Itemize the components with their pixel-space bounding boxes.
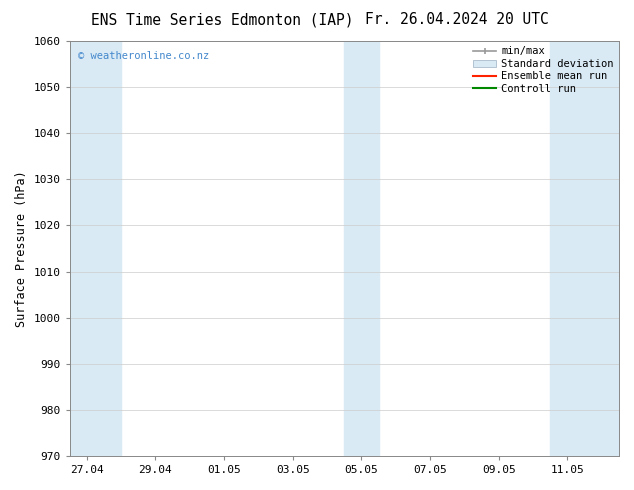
- Bar: [550, 41, 619, 456]
- Text: ENS Time Series Edmonton (IAP): ENS Time Series Edmonton (IAP): [91, 12, 353, 27]
- Bar: [70, 41, 121, 456]
- Text: © weatheronline.co.nz: © weatheronline.co.nz: [78, 51, 209, 61]
- Y-axis label: Surface Pressure (hPa): Surface Pressure (hPa): [15, 170, 28, 327]
- Text: Fr. 26.04.2024 20 UTC: Fr. 26.04.2024 20 UTC: [365, 12, 548, 27]
- Bar: [344, 41, 378, 456]
- Legend: min/max, Standard deviation, Ensemble mean run, Controll run: min/max, Standard deviation, Ensemble me…: [471, 44, 616, 96]
